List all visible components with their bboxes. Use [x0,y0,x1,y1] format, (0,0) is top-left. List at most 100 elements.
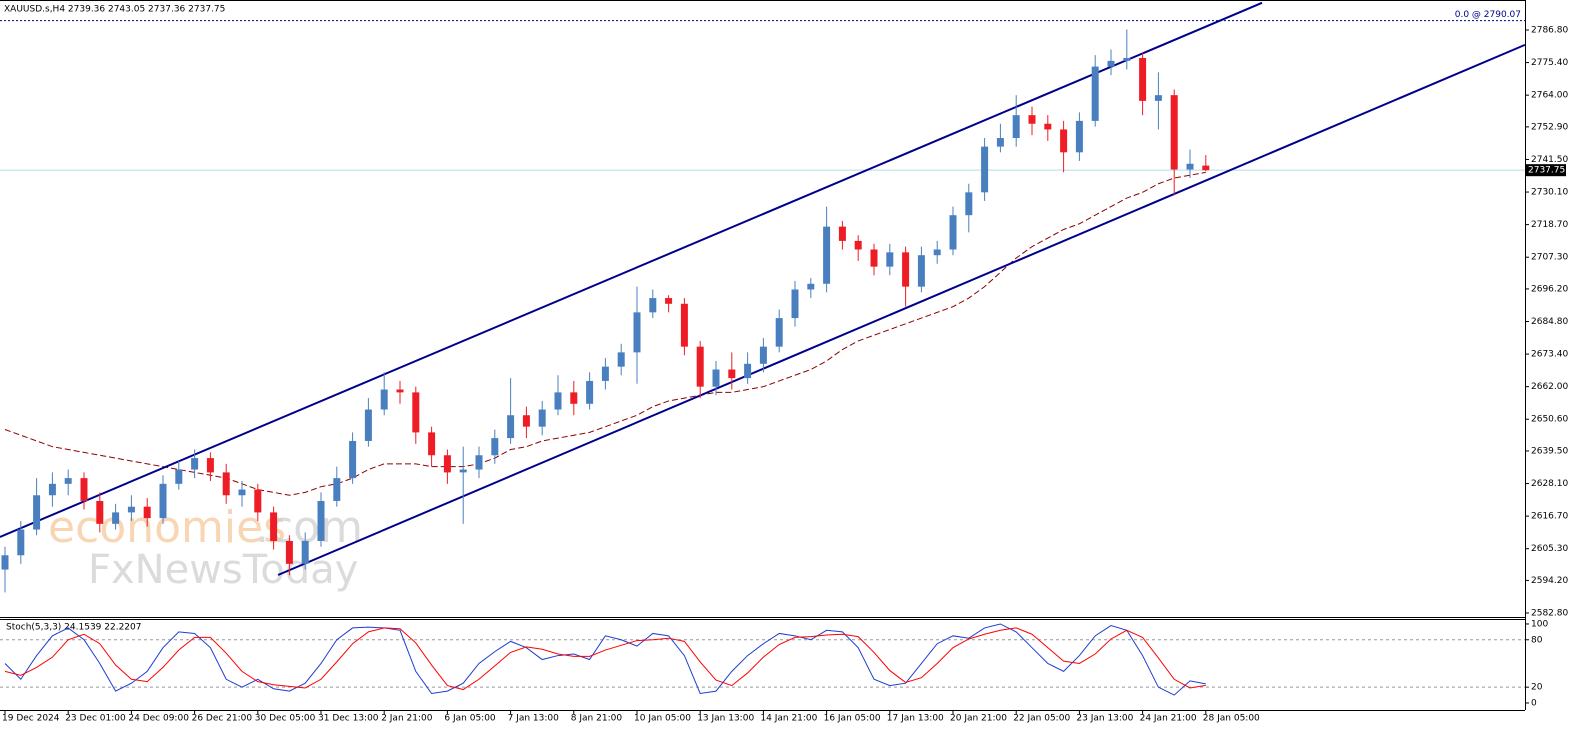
candle-body [1060,129,1068,153]
candle-body [1012,115,1020,139]
x-tick-label: 6 Jan 05:00 [444,714,496,724]
candle-body [206,458,214,473]
y-tick-label: 2707.30 [1531,253,1568,263]
candle-body [759,346,767,364]
x-tick-label: 23 Dec 01:00 [65,714,126,724]
candle-body [1139,58,1147,101]
candle-body [112,512,120,524]
x-tick-label: 23 Jan 13:00 [1076,714,1133,724]
candle-body [175,469,183,484]
candle-body [1154,95,1162,101]
candle-body [554,392,562,410]
candle-body [380,389,388,410]
candle-body [127,506,135,513]
candle-body [96,500,104,524]
candle-body [143,506,151,519]
x-tick-label: 7 Jan 13:00 [508,714,560,724]
y-tick-label: 2730.10 [1531,188,1568,198]
y-tick-label: 2616.70 [1531,512,1568,522]
y-tick-label: 2594.20 [1531,576,1568,586]
y-tick-label: 2662.00 [1531,382,1568,392]
level-label: 0.0 @ 2790.07 [1455,10,1521,20]
trend-line [0,1,1263,538]
indicator-line [4,623,1206,696]
candle-body [649,298,657,313]
y-tick-label: 2764.00 [1531,91,1568,101]
candle-body [807,283,815,290]
y-tick-label: 2628.10 [1531,479,1568,489]
candle-body [349,440,357,479]
candle-body [80,478,88,501]
y-tick-label: 2673.40 [1531,350,1568,360]
x-tick-label: 24 Dec 09:00 [128,714,189,724]
y-tick-label: 2741.50 [1531,155,1568,165]
candle-body [665,298,673,304]
trend-line [277,43,1525,576]
y-tick-label: 2696.20 [1531,284,1568,294]
candle-body [191,458,199,470]
candle-body [854,240,862,250]
candle-body [680,303,688,347]
candle-body [538,409,546,427]
candle-body [64,478,72,484]
candle-body [902,252,910,287]
candle-body [333,478,341,501]
candle-body [459,469,467,473]
x-tick-label: 31 Dec 13:00 [318,714,379,724]
x-tick-label: 8 Jan 21:00 [571,714,623,724]
y-tick-label: 80 [1531,635,1543,645]
candle-body [17,529,25,556]
candle-body [507,415,515,439]
x-tick-label: 19 Dec 2024 [2,714,60,724]
candle-body [1028,115,1036,124]
candle-body [838,226,846,241]
candle-body [285,540,293,564]
plot-area [0,1,1525,593]
candle-body [696,346,704,387]
x-tick-label: 10 Jan 05:00 [634,714,691,724]
candle-body [33,495,41,530]
candle-body [48,483,56,496]
y-tick-label: 2684.80 [1531,317,1568,327]
candle-body [744,363,752,379]
y-tick-label: 2718.70 [1531,220,1568,230]
candle-body [491,438,499,456]
candle-body [1186,163,1194,170]
candle-body [633,312,641,353]
candle-body [222,472,230,496]
x-tick-label: 2 Jan 21:00 [381,714,433,724]
candle-body [617,352,625,367]
candle-body [981,146,989,193]
candle-body [428,432,436,456]
watermark: economies [48,502,286,553]
candle-body [933,249,941,256]
indicator-line [4,627,1206,691]
y-tick-label: 100 [1531,619,1548,629]
y-tick-label: 2786.80 [1531,26,1568,36]
candle-body [728,369,736,379]
last-price-box [1526,164,1566,177]
candle-body [886,252,894,267]
y-tick-label: 2639.50 [1531,446,1568,456]
candle-body [791,289,799,319]
candle-body [254,489,262,513]
last-price-label: 2737.75 [1528,166,1565,176]
candle-body [996,138,1004,147]
y-tick-label: 20 [1531,683,1543,693]
x-tick-label: 14 Jan 21:00 [760,714,817,724]
x-tick-label: 17 Jan 13:00 [887,714,944,724]
y-tick-label: 2650.60 [1531,415,1568,425]
candle-body [1170,95,1178,170]
chart-title: XAUUSD.s,H4 2739.36 2743.05 2737.36 2737… [4,5,225,15]
x-tick-label: 20 Jan 21:00 [950,714,1007,724]
candle-body [823,226,831,284]
candle-body [238,489,246,496]
y-tick-label: 2582.80 [1531,608,1568,618]
candle-body [870,249,878,267]
candle-body [601,366,609,381]
x-tick-label: 30 Dec 05:00 [255,714,316,724]
moving-average [4,171,1206,496]
